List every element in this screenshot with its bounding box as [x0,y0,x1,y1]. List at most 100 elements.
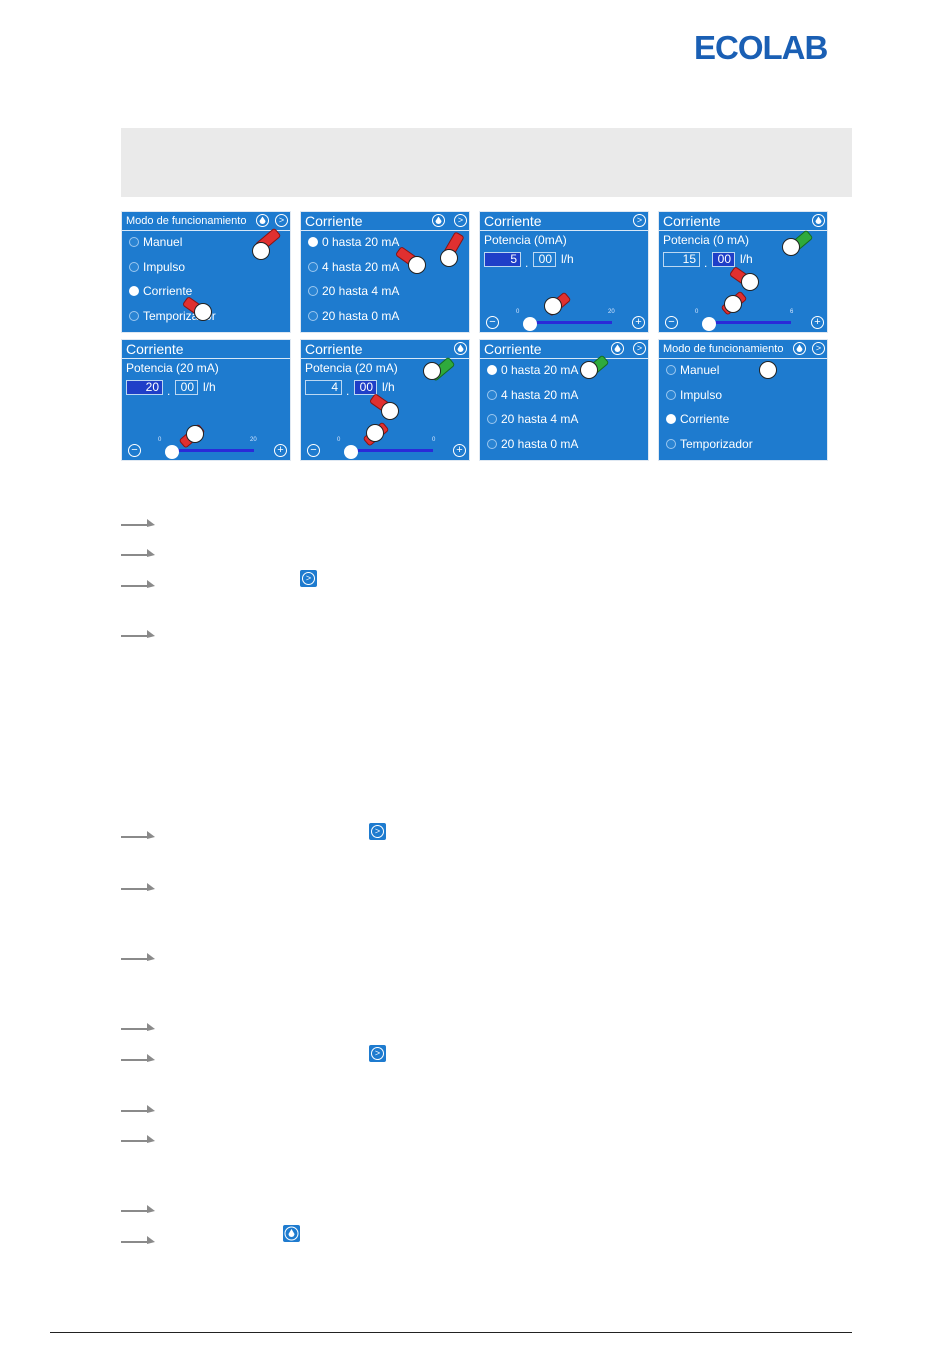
power-label: Potencia (0mA) [484,233,567,247]
integer-field[interactable]: 5 [484,252,521,267]
slider-track[interactable] [351,449,433,452]
header-divider [301,358,469,359]
callout-circle [186,425,204,443]
callout-circle [440,249,458,267]
radio-selected-icon [487,365,497,375]
next-chevron-icon[interactable]: > [454,214,467,227]
home-drop-icon[interactable] [793,342,806,355]
slider-track[interactable] [530,321,612,324]
home-drop-icon[interactable] [611,342,624,355]
option-row[interactable]: Manuel [666,363,719,377]
next-chevron-icon[interactable]: > [275,214,288,227]
callout-circle [782,238,800,256]
option-label: 0 hasta 20 mA [322,235,400,249]
slider-min-label: 0 [516,309,520,315]
slider-max-label: 20 [250,437,257,443]
step-arrow-icon [121,519,155,527]
decimal-field[interactable]: 00 [175,380,198,395]
next-chevron-icon[interactable]: > [812,342,825,355]
callout-circle [252,242,270,260]
power-label: Potencia (20 mA) [305,361,398,375]
minus-icon[interactable]: − [665,316,678,329]
screen-mode-select-final: Modo de funcionamiento > Manuel Impulso … [658,339,828,461]
integer-field[interactable]: 4 [305,380,342,395]
header-divider [122,230,290,231]
option-label: 20 hasta 4 mA [322,284,400,298]
plus-icon[interactable]: + [811,316,824,329]
screen-power-20ma: Corriente Potencia (20 mA) 20 . 00 l/h 0… [121,339,291,461]
callout-circle [724,295,742,313]
decimal-dot: . [167,384,171,398]
callout-circle [381,402,399,420]
callout-circle [194,303,212,321]
home-drop-icon[interactable] [454,342,467,355]
radio-icon [487,439,497,449]
radio-icon [308,262,318,272]
header-divider [659,358,827,359]
step-arrow-icon [121,630,155,638]
home-drop-icon[interactable] [256,214,269,227]
next-chevron-icon[interactable]: > [633,342,646,355]
option-row[interactable]: 4 hasta 20 mA [308,260,399,274]
option-row[interactable]: Impulso [666,388,722,402]
radio-selected-icon [129,286,139,296]
slider-knob[interactable] [523,317,537,331]
option-row[interactable]: 20 hasta 0 mA [487,437,578,451]
slider-track[interactable] [172,449,254,452]
next-chevron-icon[interactable]: > [633,214,646,227]
option-label: 0 hasta 20 mA [501,363,579,377]
slider-track[interactable] [709,321,791,324]
decimal-field[interactable]: 00 [712,252,735,267]
screen-title: Corriente [663,213,721,229]
option-label: Manuel [680,363,720,377]
option-row[interactable]: Corriente [666,412,729,426]
next-chevron-icon: > [300,570,317,587]
screen-power-0ma: Corriente > Potencia (0mA) 5 . 00 l/h 0 … [479,211,649,333]
option-row[interactable]: 20 hasta 4 mA [308,284,399,298]
option-row[interactable]: 0 hasta 20 mA [308,235,399,249]
step-arrow-icon [121,1023,155,1031]
option-label: 4 hasta 20 mA [501,388,579,402]
decimal-dot: . [525,256,529,270]
option-label: 20 hasta 4 mA [501,412,579,426]
option-row[interactable]: 4 hasta 20 mA [487,388,578,402]
slider-knob[interactable] [344,445,358,459]
option-row[interactable]: Temporizador [666,437,753,451]
screen-title: Corriente [305,341,363,357]
option-label: 4 hasta 20 mA [322,260,400,274]
header-divider [301,230,469,231]
option-row[interactable]: Manuel [129,235,182,249]
unit-label: l/h [382,380,395,394]
step-arrow-icon [121,1236,155,1244]
next-chevron-icon: > [369,823,386,840]
footer-divider [50,1332,852,1333]
minus-icon[interactable]: − [128,444,141,457]
home-drop-icon[interactable] [812,214,825,227]
plus-icon[interactable]: + [632,316,645,329]
radio-selected-icon [666,414,676,424]
integer-field[interactable]: 15 [663,252,700,267]
plus-icon[interactable]: + [453,444,466,457]
screen-title: Modo de funcionamiento [126,215,247,227]
screen-title: Modo de funcionamiento [663,343,784,355]
option-row[interactable]: Corriente [129,284,192,298]
header-divider [480,358,648,359]
power-label: Potencia (0 mA) [663,233,750,247]
option-row[interactable]: 20 hasta 4 mA [487,412,578,426]
option-row[interactable]: 20 hasta 0 mA [308,309,399,323]
option-row[interactable]: Impulso [129,260,185,274]
minus-icon[interactable]: − [307,444,320,457]
unit-label: l/h [203,380,216,394]
slider-knob[interactable] [165,445,179,459]
decimal-field[interactable]: 00 [354,380,377,395]
slider-knob[interactable] [702,317,716,331]
home-drop-icon[interactable] [432,214,445,227]
plus-icon[interactable]: + [274,444,287,457]
integer-field[interactable]: 20 [126,380,163,395]
option-label: 20 hasta 0 mA [322,309,400,323]
screen-title: Corriente [305,213,363,229]
minus-icon[interactable]: − [486,316,499,329]
header-divider [122,358,290,359]
option-row[interactable]: 0 hasta 20 mA [487,363,578,377]
decimal-field[interactable]: 00 [533,252,556,267]
